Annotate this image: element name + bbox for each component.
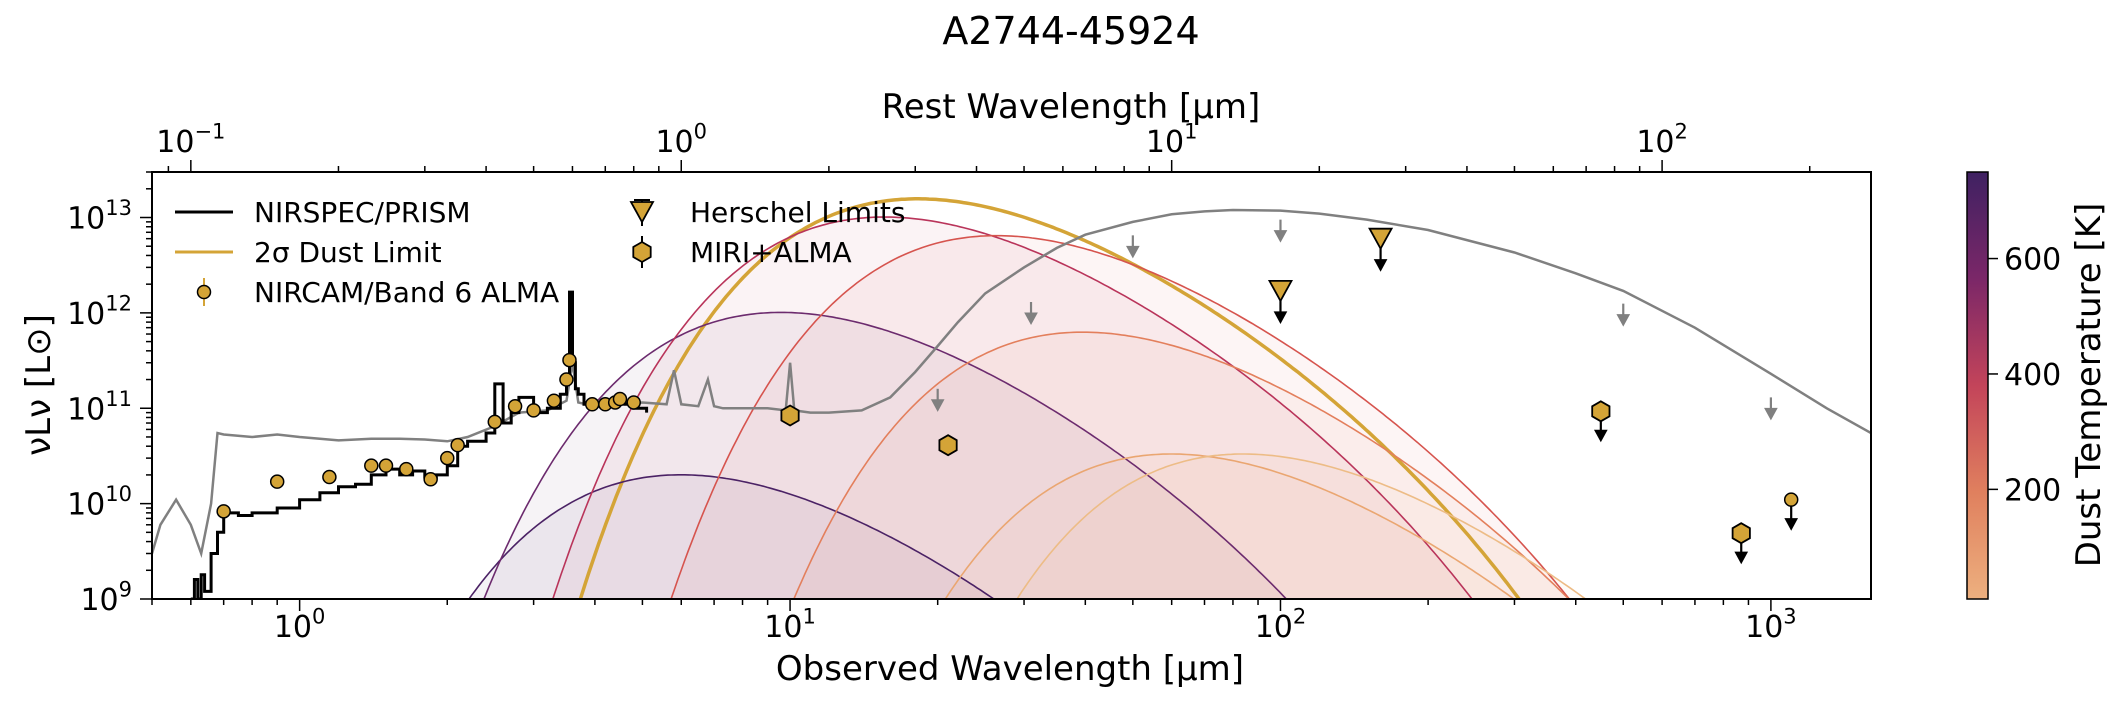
miri-alma-point — [938, 434, 958, 457]
top-axis-label: Rest Wavelength [μm] — [882, 87, 1261, 127]
colorbar-tick-label: 200 — [2004, 473, 2061, 508]
dust-component-line — [670, 234, 1571, 599]
y-tick-label: 1010 — [67, 482, 132, 523]
dust-shade — [619, 235, 1696, 599]
miri-alma-point — [1731, 522, 1751, 545]
template-limit-arrow-head — [1273, 230, 1288, 243]
x-tick-label: 102 — [1255, 605, 1307, 646]
legend-label: NIRSPEC/PRISM — [254, 196, 471, 229]
top-x-tick-label: 101 — [1146, 120, 1198, 161]
miri-alma-limit-arrow-head — [1593, 429, 1608, 443]
nircam-point — [562, 352, 577, 368]
legend-label: NIRCAM/Band 6 ALMA — [254, 276, 559, 309]
dust-shade — [856, 454, 1720, 599]
colorbar — [1966, 171, 1989, 600]
dust-shade — [929, 454, 1792, 599]
legend-triangle-swatch — [629, 201, 655, 224]
x-tick-label: 103 — [1745, 605, 1797, 646]
herschel-limit-marker — [1267, 280, 1293, 303]
legend: NIRSPEC/PRISM 2σ Dust Limit NIRCAM/Band 6 … — [175, 196, 905, 309]
markers-group — [216, 219, 1799, 565]
nircam-point — [526, 403, 541, 418]
dust-component-line — [551, 216, 1473, 599]
template-limit-arrow-head — [1125, 245, 1140, 259]
y-axis-label: νLν [L⊙] — [19, 314, 59, 456]
alma-limit-arrow-head — [1784, 518, 1799, 531]
dust-shading-group — [375, 217, 1792, 599]
x-axis-label: Observed Wavelength [μm] — [776, 649, 1244, 689]
legend-label: 2σ Dust Limit — [254, 236, 442, 269]
nircam-point — [450, 437, 465, 453]
nircam-point — [584, 397, 600, 412]
nircam-point — [364, 458, 379, 473]
top-x-tick-label: 102 — [1636, 120, 1688, 161]
legend-label: MIRI+ALMA — [690, 236, 852, 269]
x-tick-label: 100 — [274, 605, 326, 646]
dust-shade — [375, 474, 1211, 599]
nircam-point — [559, 372, 574, 387]
template-sed-line — [152, 208, 1871, 559]
herschel-limit-arrow-head — [1273, 311, 1288, 324]
herschel-limit-marker — [1368, 227, 1394, 251]
y-tick-label: 1013 — [67, 196, 132, 237]
nircam-point — [626, 395, 641, 410]
miri-alma-point — [780, 404, 800, 427]
colorbar-tick-label: 600 — [2004, 243, 2061, 278]
nircam-point — [322, 469, 337, 485]
template-limit-arrow-head — [1616, 314, 1631, 327]
dust-component-line — [468, 474, 996, 599]
colorbar-label: Dust Temperature [K] — [2069, 203, 2109, 568]
top-x-tick-label: 10−1 — [156, 120, 225, 161]
y-tick-label: 1012 — [67, 291, 132, 332]
miri-alma-point — [1591, 400, 1611, 423]
x-tick-label: 101 — [764, 605, 816, 646]
dust-component-line — [793, 331, 1570, 599]
legend-hexagon-swatch — [632, 240, 652, 264]
template-limit-arrow-head — [1764, 407, 1778, 421]
y-tick-label: 109 — [80, 578, 132, 619]
tick-labels-group: 100 101 102 103 10−1 100 101 102 109 1010 1011 1012… — [67, 120, 1797, 646]
dust-component-line — [944, 453, 1516, 599]
legend-label: Herschel Limits — [690, 196, 905, 229]
dust-component-line — [1016, 453, 1587, 599]
template-limit-arrow-head — [1024, 312, 1038, 326]
top-x-tick-label: 100 — [655, 120, 707, 161]
nircam-point — [440, 450, 455, 466]
nircam-point — [378, 458, 394, 473]
nircam-point — [546, 393, 562, 408]
dust-limit-line — [578, 197, 1522, 599]
nircam-point — [269, 474, 285, 489]
nircam-point — [507, 398, 523, 414]
alma-limit-point — [1783, 492, 1799, 507]
nircam-point — [399, 461, 414, 477]
nircam-point — [612, 391, 628, 407]
miri-alma-limit-arrow-head — [1734, 551, 1749, 565]
legend-circle-swatch — [196, 284, 212, 300]
nircam-point — [487, 414, 503, 430]
colorbar-ticks: 200 400 600 — [1988, 243, 2061, 508]
dust-shade — [729, 332, 1724, 599]
herschel-limit-arrow-head — [1373, 259, 1388, 272]
nircam-point — [423, 472, 438, 487]
nirspec-prism-line — [190, 290, 649, 599]
ticks-group — [140, 160, 1811, 611]
nircam-point — [216, 504, 231, 519]
template-limit-arrow-head — [930, 399, 945, 412]
colorbar-tick-label: 400 — [2004, 358, 2061, 393]
y-tick-label: 1011 — [67, 387, 132, 428]
chart-title: A2744-45924 — [942, 9, 1199, 53]
plot-frame — [151, 171, 1872, 600]
